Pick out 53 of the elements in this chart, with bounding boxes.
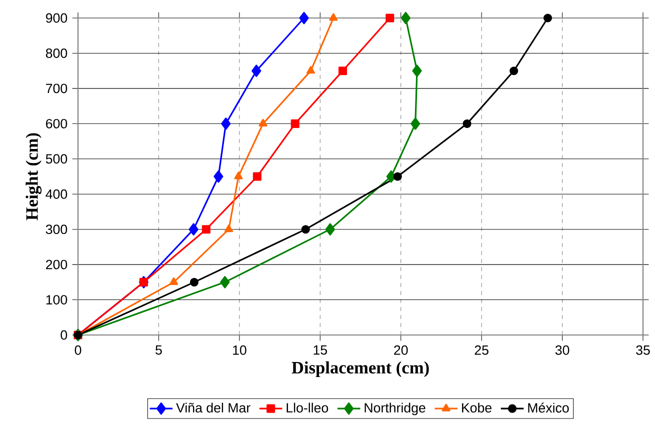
point	[224, 224, 234, 232]
point	[188, 223, 198, 236]
point	[301, 225, 310, 234]
x-tick-label: 15	[314, 345, 328, 355]
x-tick-label: 5	[156, 345, 162, 355]
point	[221, 118, 231, 130]
point	[393, 172, 402, 181]
x-tick-label: 30	[555, 345, 570, 355]
point	[252, 64, 262, 77]
y-tick-label: 200	[46, 260, 68, 270]
y-tick-label: 100	[46, 295, 68, 304]
point	[299, 12, 309, 24]
point	[325, 223, 335, 236]
y-tick-label: 900	[46, 13, 68, 23]
x-axis-title: Displacement (cm)	[292, 361, 429, 378]
legend-label: Kobe	[462, 402, 492, 413]
point	[306, 66, 316, 74]
point	[258, 118, 268, 126]
y-tick-label: 700	[46, 84, 68, 94]
x-tick-label: 25	[474, 345, 488, 355]
point	[412, 64, 422, 77]
legend-label: Llo-lleo	[286, 402, 328, 413]
x-tick-label: 35	[636, 345, 650, 355]
y-tick-label: 300	[46, 224, 68, 234]
point	[510, 66, 518, 76]
y-axis-title: Height (cm)	[26, 133, 42, 220]
point	[410, 118, 420, 130]
point	[543, 14, 552, 22]
point	[190, 278, 198, 286]
point	[462, 119, 472, 128]
point	[338, 66, 348, 76]
point	[220, 276, 230, 288]
point	[214, 170, 224, 183]
x-tick-label: 10	[233, 345, 246, 355]
point	[290, 119, 300, 128]
point	[252, 172, 262, 181]
point	[400, 12, 411, 24]
y-tick-label: 600	[46, 118, 68, 128]
y-tick-label: 400	[46, 189, 68, 199]
point	[234, 172, 243, 180]
point	[386, 14, 394, 22]
y-tick-label: 500	[46, 154, 68, 164]
legend-label: Viña del Mar	[176, 402, 250, 413]
x-tick-label: 20	[394, 345, 408, 355]
legend-label: México	[528, 402, 569, 413]
y-tick-label: 800	[46, 48, 68, 58]
point	[386, 170, 396, 183]
point	[329, 13, 338, 21]
point	[169, 277, 178, 285]
point	[202, 225, 210, 234]
x-tick-label: 0	[74, 345, 82, 355]
y-tick-label: 0	[60, 330, 68, 340]
legend-label: Northridge	[364, 402, 426, 416]
